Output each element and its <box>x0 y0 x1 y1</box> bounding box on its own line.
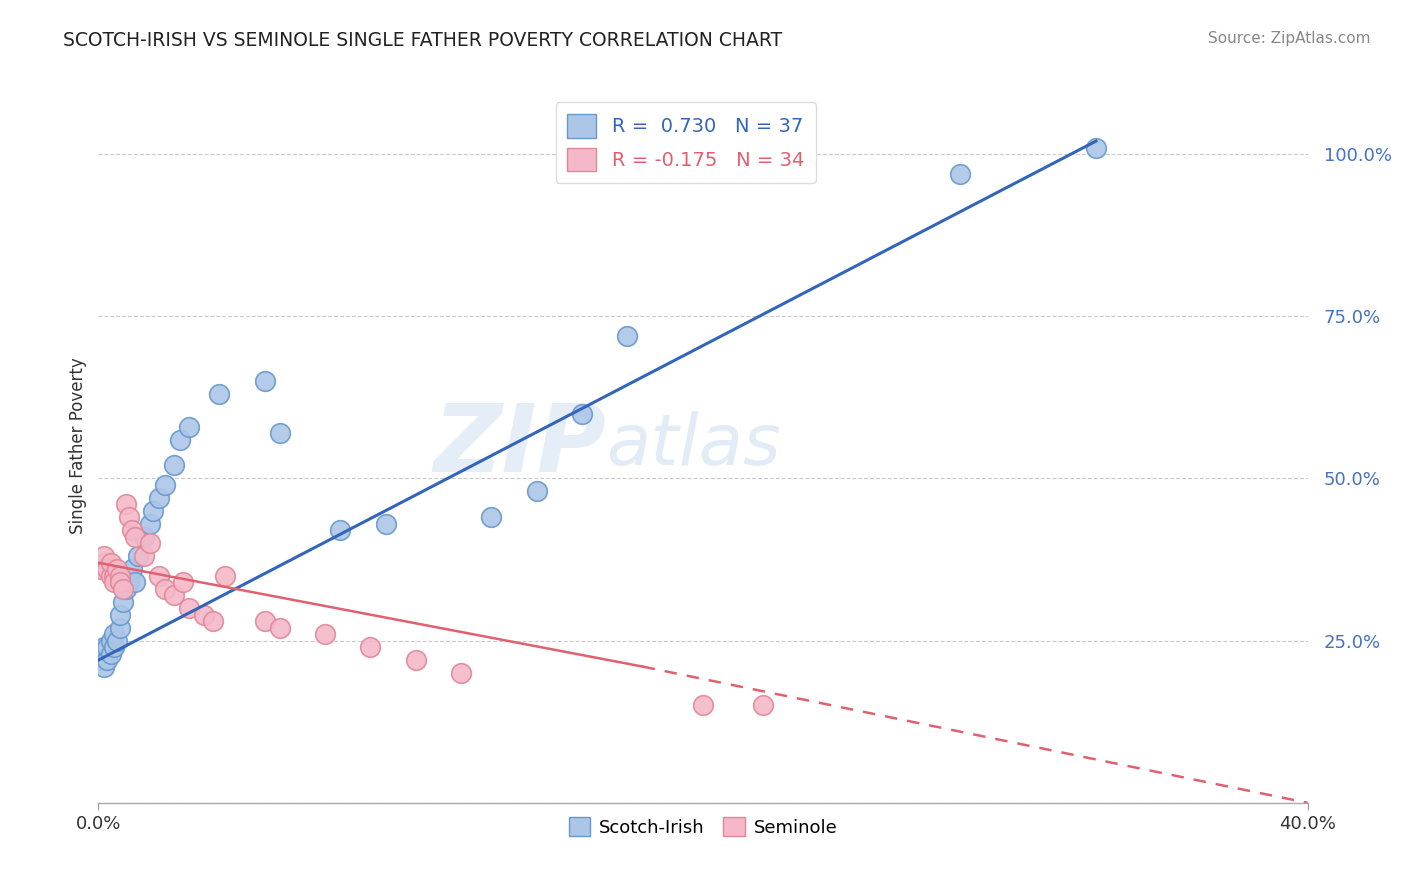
Point <box>450 666 472 681</box>
Text: SCOTCH-IRISH VS SEMINOLE SINGLE FATHER POVERTY CORRELATION CHART: SCOTCH-IRISH VS SEMINOLE SINGLE FATHER P… <box>63 31 783 50</box>
Point <box>253 374 276 388</box>
Point <box>114 582 136 596</box>
Point <box>93 640 115 654</box>
Point <box>208 387 231 401</box>
Point <box>571 407 593 421</box>
Point <box>360 640 382 654</box>
Point <box>153 478 176 492</box>
Point <box>179 601 201 615</box>
Point <box>103 627 125 641</box>
Point <box>153 582 176 596</box>
Point <box>148 568 170 582</box>
Point <box>253 614 276 628</box>
Point <box>374 516 396 531</box>
Point <box>118 575 141 590</box>
Point <box>111 582 134 596</box>
Point <box>124 530 146 544</box>
Point <box>132 530 155 544</box>
Legend: Scotch-Irish, Seminole: Scotch-Irish, Seminole <box>561 810 845 844</box>
Point <box>127 549 149 564</box>
Point <box>148 491 170 505</box>
Point <box>169 433 191 447</box>
Point <box>949 167 972 181</box>
Point <box>269 621 291 635</box>
Point <box>616 328 638 343</box>
Point <box>96 562 118 576</box>
Point <box>103 575 125 590</box>
Point <box>124 575 146 590</box>
Point <box>132 549 155 564</box>
Point <box>121 562 143 576</box>
Point <box>142 504 165 518</box>
Point <box>100 633 122 648</box>
Point <box>100 568 122 582</box>
Point <box>214 568 236 582</box>
Point <box>269 425 291 440</box>
Point <box>90 653 112 667</box>
Point <box>93 549 115 564</box>
Point <box>108 575 131 590</box>
Point <box>202 614 225 628</box>
Text: atlas: atlas <box>606 411 780 481</box>
Point <box>93 659 115 673</box>
Point <box>100 556 122 570</box>
Point <box>163 588 186 602</box>
Point <box>692 698 714 713</box>
Point <box>103 568 125 582</box>
Point <box>121 524 143 538</box>
Point <box>481 510 503 524</box>
Text: Source: ZipAtlas.com: Source: ZipAtlas.com <box>1208 31 1371 46</box>
Point <box>105 562 128 576</box>
Point <box>139 536 162 550</box>
Point <box>108 607 131 622</box>
Point <box>179 419 201 434</box>
Point <box>114 497 136 511</box>
Point <box>163 458 186 473</box>
Point <box>96 653 118 667</box>
Point <box>103 640 125 654</box>
Point <box>314 627 336 641</box>
Point <box>193 607 215 622</box>
Point <box>1085 140 1108 154</box>
Point <box>108 621 131 635</box>
Point <box>105 633 128 648</box>
Point <box>526 484 548 499</box>
Point <box>752 698 775 713</box>
Text: ZIP: ZIP <box>433 400 606 492</box>
Point <box>139 516 162 531</box>
Point <box>96 640 118 654</box>
Point <box>172 575 194 590</box>
Point <box>93 556 115 570</box>
Point <box>111 595 134 609</box>
Point <box>108 568 131 582</box>
Point <box>100 647 122 661</box>
Point <box>118 510 141 524</box>
Point <box>329 524 352 538</box>
Y-axis label: Single Father Poverty: Single Father Poverty <box>69 358 87 534</box>
Point <box>90 562 112 576</box>
Point <box>405 653 427 667</box>
